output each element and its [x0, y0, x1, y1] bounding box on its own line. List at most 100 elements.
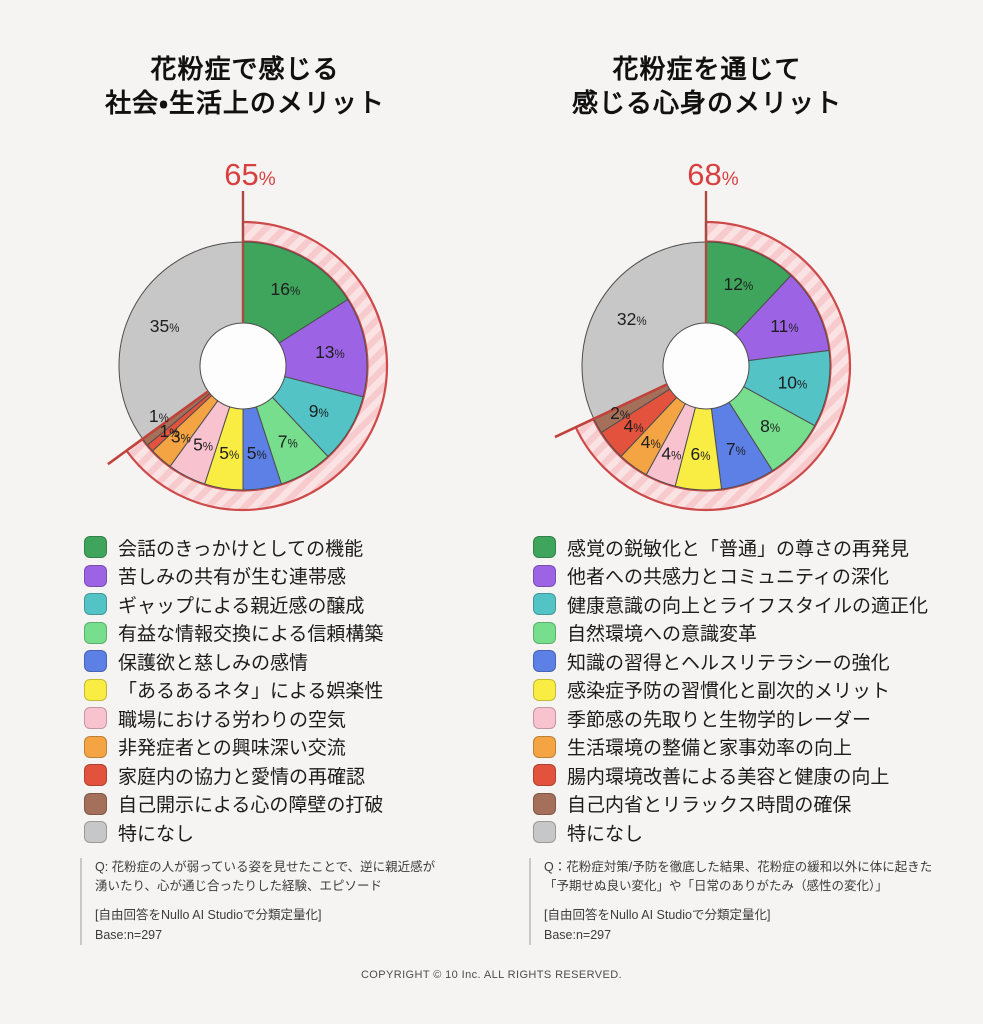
left-legend: 会話のきっかけとしての機能苦しみの共有が生む連帯感ギャップによる親近感の醸成 有益…: [84, 536, 384, 845]
legend-label: ギャップによる親近感の醸成: [118, 595, 365, 617]
legend-swatch: [533, 678, 556, 701]
highlight-end-line: [107, 390, 209, 466]
legend-swatch: [533, 621, 556, 644]
legend-item: 季節感の先取りと生物学的レーダー: [533, 707, 928, 731]
legend-item: 苦しみの共有が生む連帯感: [84, 564, 383, 588]
slice-label-5: 6%: [690, 444, 710, 464]
legend-label: 季節感の先取りと生物学的レーダー: [567, 709, 872, 731]
slice-label-8: 4%: [624, 416, 644, 436]
legend-label: 自己開示による心の障壁の打破: [118, 795, 384, 816]
legend-label: 自己内省とリラックス時間の確保: [567, 795, 852, 816]
slice-label-7: 3%: [171, 427, 191, 447]
right-method-text: [自由回答をNullo AI Studioで分類定量化]: [544, 908, 771, 922]
copyright-text: COPYRIGHT © 10 Inc. ALL RIGHTS RESERVED.: [360, 969, 623, 981]
legend-label: 職場における労わりの空気: [118, 709, 347, 731]
legend-label: 会話のきっかけとしての機能: [118, 538, 364, 560]
legend-label: 特になし: [118, 823, 195, 845]
legend-label: 非発症者との興味深い交流: [118, 738, 346, 759]
legend-label: 感覚の鋭敏化と「普通」の尊さの再発見: [567, 538, 910, 560]
legend-item: 特になし: [533, 821, 928, 845]
legend-swatch: [84, 536, 107, 558]
legend-item: 有益な情報交換による信頼構築: [84, 621, 384, 645]
highlight-total-label: 68%: [687, 157, 738, 192]
right-chart-title-line2: 感じる心身のメリット: [571, 88, 842, 118]
legend-item: 非発症者との興味深い交流: [84, 735, 383, 759]
slice-label-6: 4%: [661, 443, 681, 463]
legend-swatch: [533, 564, 556, 587]
legend-swatch: [84, 593, 107, 615]
right-footnote: Q：花粉症対策/予防を徹底した結果、花粉症の緩和以外に体に起きた 「予期せぬ良い…: [529, 858, 948, 945]
slice-label-6: 5%: [193, 434, 213, 454]
slice-label-3: 7%: [278, 432, 298, 452]
slice-label-3: 8%: [760, 416, 780, 436]
legend-label: 自然環境への意識変革: [567, 624, 758, 645]
left-chart-title-line1: 花粉症で感じる: [150, 54, 340, 84]
legend-item: 自己内省とリラックス時間の確保: [533, 792, 928, 816]
highlight-end-line: [554, 383, 668, 439]
left-base-text: Base:n=297: [95, 928, 163, 942]
legend-item: 職場における労わりの空気: [84, 707, 383, 731]
legend-item: ギャップによる親近感の醸成: [84, 593, 383, 617]
left-chart-title: 花粉症で感じる 社会・生活上のメリット: [30, 52, 460, 120]
legend-item: 特になし: [84, 821, 383, 845]
legend-swatch: [84, 621, 107, 644]
legend-swatch: [84, 792, 107, 815]
donut-hole: [199, 322, 287, 410]
legend-label: 知識の習得とヘルスリテラシーの強化: [567, 652, 890, 674]
legend-label: 感染症予防の習慣化と副次的メリット: [567, 681, 891, 702]
legend-swatch: [533, 707, 556, 729]
right-chart-title-line1: 花粉症を通じて: [612, 54, 802, 84]
legend-swatch: [533, 650, 556, 672]
legend-label: 他者への共感力とコミュニティの深化: [567, 567, 889, 588]
slice-label-9: 2%: [610, 403, 630, 423]
slice-label-0: 12%: [724, 274, 754, 294]
slice-label-9: 1%: [149, 406, 169, 426]
slice-label-0: 16%: [271, 279, 301, 299]
legend-item: 生活環境の整備と家事効率の向上: [533, 735, 928, 759]
legend-swatch: [84, 678, 107, 701]
legend-swatch: [533, 764, 556, 786]
slice-label-8: 1%: [160, 421, 180, 441]
right-donut-chart: 12%11%10%8%7%6%4%4%4%2%32%68%: [554, 157, 852, 512]
highlight-total-label: 65%: [224, 157, 275, 192]
legend-item: 自然環境への意識変革: [533, 621, 928, 645]
left-method-text: [自由回答をNullo AI Studioで分類定量化]: [95, 908, 322, 922]
legend-swatch: [533, 735, 556, 758]
legend-label: 有益な情報交換による信頼構築: [118, 624, 384, 645]
legend-swatch: [84, 707, 107, 729]
slice-label-2: 10%: [778, 372, 808, 392]
legend-label: 健康意識の向上とライフスタイルの適正化: [567, 595, 929, 617]
legend-item: 会話のきっかけとしての機能: [84, 536, 383, 560]
slice-label-7: 4%: [641, 432, 661, 452]
legend-label: 家庭内の協力と愛情の再確認: [118, 766, 366, 788]
slice-label-1: 13%: [315, 342, 345, 362]
donut-hole: [662, 322, 750, 410]
left-footnote: Q: 花粉症の人が弱っている姿を見せたことで、逆に親近感が 湧いたり、心が通じ合…: [80, 858, 473, 945]
legend-swatch: [533, 593, 556, 615]
slice-label-4: 7%: [726, 439, 746, 459]
legend-swatch: [533, 536, 556, 558]
legend-label: 特になし: [567, 823, 644, 845]
slice-10: [581, 241, 707, 420]
slice-0: [242, 241, 349, 344]
legend-item: 保護欲と慈しみの感情: [84, 650, 383, 674]
slice-label-10: 35%: [150, 316, 180, 336]
left-chart-title-line2: 社会・生活上のメリット: [105, 88, 385, 118]
legend-swatch: [533, 821, 556, 843]
legend-item: 健康意識の向上とライフスタイルの適正化: [533, 593, 929, 617]
slice-10: [118, 241, 244, 440]
legend-item: 感染症予防の習慣化と副次的メリット: [533, 678, 928, 702]
slice-0: [705, 241, 792, 336]
slice-label-1: 11%: [770, 316, 798, 336]
legend-item: 自己開示による心の障壁の打破: [84, 792, 384, 816]
legend-swatch: [84, 735, 107, 758]
legend-item: 知識の習得とヘルスリテラシーの強化: [533, 650, 928, 674]
left-question-text: Q: 花粉症の人が弱っている姿を見せたことで、逆に親近感が 湧いたり、心が通じ合…: [95, 860, 436, 893]
legend-item: 他者への共感力とコミュニティの深化: [533, 564, 928, 588]
legend-item: 感覚の鋭敏化と「普通」の尊さの再発見: [533, 536, 928, 560]
legend-label: 腸内環境改善による美容と健康の向上: [567, 766, 890, 788]
legend-label: 「あるあるネタ」による娯楽性: [118, 681, 384, 702]
legend-label: 保護欲と慈しみの感情: [118, 652, 309, 674]
legend-swatch: [533, 792, 556, 815]
